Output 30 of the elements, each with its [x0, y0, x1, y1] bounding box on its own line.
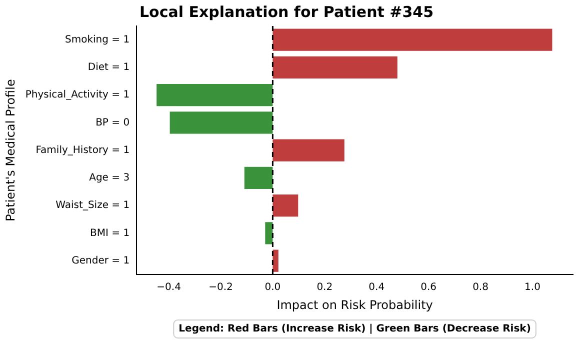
- bar: [272, 28, 552, 51]
- bar: [272, 56, 398, 78]
- x-axis-title: Impact on Risk Probability: [276, 298, 433, 312]
- bar: [244, 166, 273, 189]
- y-tick-label: Smoking = 1: [65, 34, 130, 46]
- x-tick-label: 0.2: [316, 282, 333, 294]
- bar: [272, 194, 298, 217]
- y-tick-label: BP = 0: [96, 117, 130, 128]
- y-tick-label: Waist_Size = 1: [56, 200, 130, 212]
- bar: [156, 84, 273, 106]
- bar: [170, 112, 273, 134]
- y-tick-label: Physical_Activity = 1: [25, 90, 130, 101]
- x-tick-label: 0.4: [368, 282, 385, 294]
- bar: [272, 139, 344, 162]
- chart-title: Local Explanation for Patient #345: [139, 2, 434, 21]
- y-tick-label: Diet = 1: [88, 62, 130, 74]
- bar: [272, 250, 278, 272]
- x-tick-label: −0.2: [208, 282, 233, 294]
- x-tick-label: 0.0: [264, 282, 281, 294]
- x-tick-label: 0.8: [472, 282, 488, 294]
- y-tick-label: BMI = 1: [90, 228, 130, 239]
- x-tick-label: 0.6: [420, 282, 437, 294]
- x-tick-label: −0.4: [156, 282, 181, 294]
- y-tick-label: Gender = 1: [72, 255, 130, 266]
- text: Legend: Red Bars (Increase Risk) | Green Bars (Decrease Risk): [178, 324, 531, 335]
- y-axis-title: Patient's Medical Profile: [3, 79, 18, 222]
- y-tick-label: Age = 3: [89, 172, 130, 184]
- x-tick-label: 1.0: [524, 282, 540, 294]
- bar: [265, 222, 273, 244]
- y-tick-label: Family_History = 1: [36, 144, 130, 156]
